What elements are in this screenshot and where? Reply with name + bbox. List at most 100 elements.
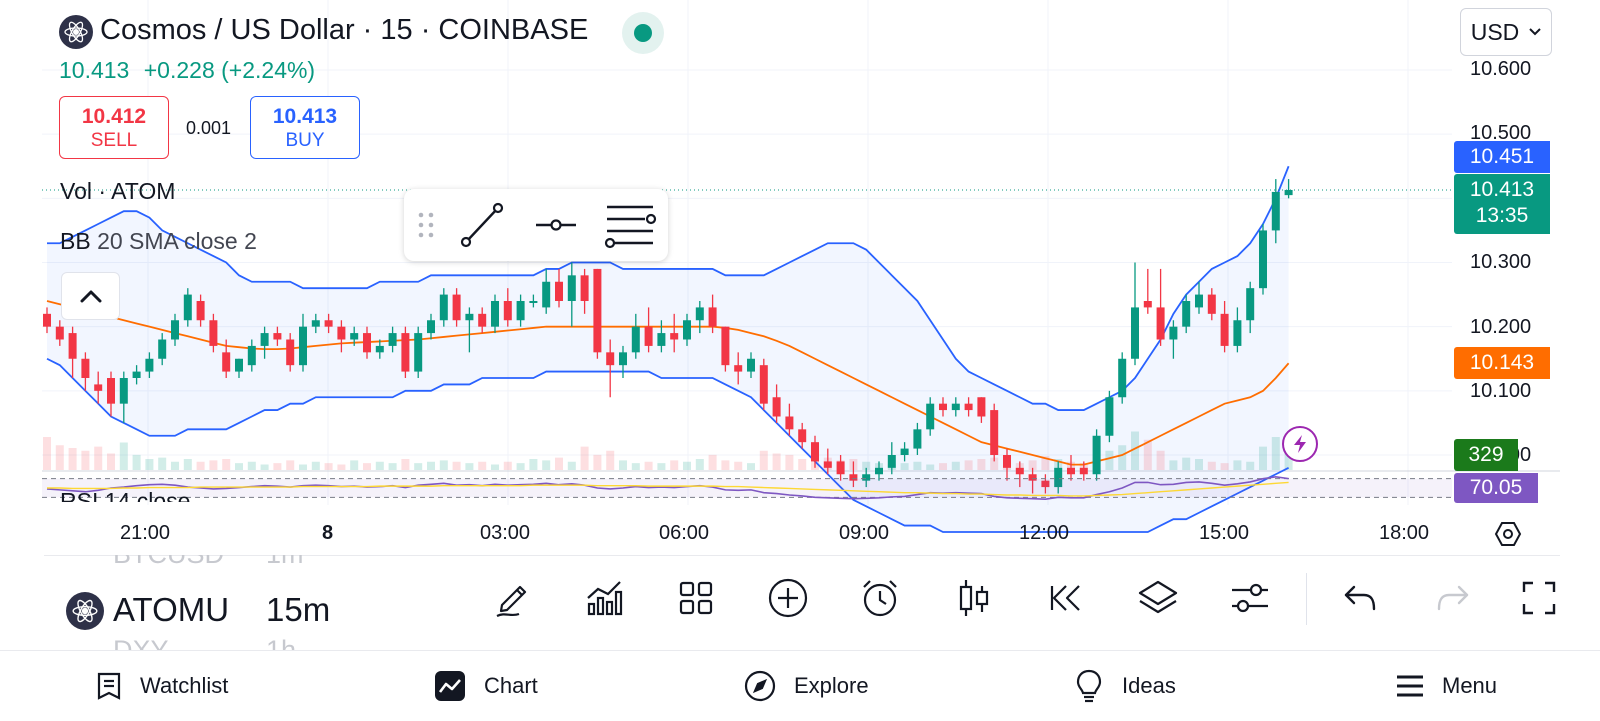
- prev-symbol: BTCUSD: [113, 555, 224, 570]
- nav-chart[interactable]: Chart: [434, 651, 538, 721]
- candle-body: [926, 403, 935, 430]
- currency-select[interactable]: USD: [1460, 8, 1552, 56]
- candlestick-chart-icon[interactable]: [951, 575, 997, 621]
- volume-bar: [465, 463, 474, 470]
- nav-watchlist-label: Watchlist: [140, 673, 229, 698]
- candle-body: [439, 294, 448, 321]
- volume-bar: [1246, 461, 1255, 470]
- bb-legend-name: BB: [60, 228, 91, 254]
- nav-watchlist[interactable]: Watchlist: [96, 651, 228, 721]
- volume-bar: [555, 457, 563, 470]
- volume-bar: [683, 461, 691, 470]
- price-axis-label: 10.100: [1470, 380, 1532, 402]
- chart-settings-icon[interactable]: [1492, 520, 1524, 548]
- time-axis-label: 8: [322, 522, 334, 544]
- candle-body: [1271, 191, 1280, 231]
- volume-bar: [747, 463, 755, 470]
- collapse-legend-button[interactable]: [61, 272, 120, 320]
- time-axis-label: 21:00: [120, 522, 171, 544]
- price-chart[interactable]: [0, 0, 1600, 560]
- layers-icon[interactable]: [1135, 575, 1181, 621]
- volume-legend[interactable]: Vol · ATOM: [60, 178, 176, 204]
- nav-ideas[interactable]: Ideas: [1074, 651, 1176, 721]
- volume-bar: [427, 461, 435, 470]
- candle-body: [311, 320, 320, 327]
- volume-bar: [94, 446, 103, 470]
- trend-line-tool-icon[interactable]: [456, 199, 508, 251]
- candle-body: [708, 307, 717, 327]
- candle-body: [145, 358, 154, 372]
- candle-body: [247, 345, 256, 366]
- symbol-title[interactable]: Cosmos / US Dollar · 15 · COINBASE: [100, 14, 589, 46]
- drag-handle-icon[interactable]: [414, 203, 438, 247]
- time-axis-label: 12:00: [1019, 522, 1070, 544]
- candle-body: [1220, 313, 1229, 346]
- layout-grid-icon[interactable]: [673, 575, 719, 621]
- chart-nav-icon: [435, 671, 465, 701]
- time-axis-label: 03:00: [480, 522, 531, 544]
- fullscreen-icon[interactable]: [1518, 575, 1560, 621]
- replay-rewind-icon[interactable]: [1043, 575, 1089, 621]
- volume-tag: 329: [1454, 439, 1518, 471]
- settings-sliders-icon[interactable]: [1227, 575, 1273, 621]
- price-change: +0.228 (+2.24%): [143, 57, 316, 83]
- candle-body: [657, 333, 666, 346]
- volume-bar: [926, 464, 935, 470]
- candle-body: [81, 358, 90, 378]
- candle-body: [94, 384, 103, 391]
- last-price-tag-value: 10.413: [1469, 178, 1535, 201]
- candle-body: [299, 326, 307, 366]
- volume-bar: [939, 463, 947, 470]
- nav-menu[interactable]: Menu: [1396, 651, 1497, 721]
- time-axis-label: 06:00: [659, 522, 710, 544]
- prev-interval: 1m: [266, 555, 304, 570]
- undo-icon[interactable]: [1337, 575, 1383, 621]
- buy-price: 10.413: [272, 105, 338, 128]
- price-summary: 10.413 +0.228 (+2.24%): [59, 57, 315, 84]
- time-axis-label: 09:00: [839, 522, 890, 544]
- volume-bar: [951, 461, 960, 470]
- horizontal-ray-tool-icon[interactable]: [530, 199, 582, 251]
- candle-body: [503, 301, 512, 321]
- hamburger-menu-icon: [1397, 675, 1423, 697]
- current-interval[interactable]: 15m: [266, 591, 331, 628]
- candle-body: [567, 275, 576, 301]
- indicators-icon[interactable]: [581, 575, 627, 621]
- volume-bar: [1207, 461, 1216, 470]
- candle-body: [644, 326, 653, 346]
- volume-bar: [401, 459, 410, 470]
- volume-bar: [1259, 446, 1267, 470]
- rsi-legend[interactable]: RSI 14 close: [60, 488, 191, 502]
- symbol-picker[interactable]: BTCUSD 1m ATOMU 15m DXY 1h: [0, 555, 360, 650]
- candle-body: [260, 333, 269, 346]
- pencil-icon[interactable]: [490, 575, 536, 621]
- candle-body: [606, 352, 615, 366]
- candle-body: [811, 442, 819, 462]
- candle-body: [695, 307, 704, 321]
- fib-retracement-tool-icon[interactable]: [602, 199, 658, 251]
- candle-body: [747, 358, 755, 372]
- currency-value: USD: [1470, 18, 1520, 45]
- market-open-status-icon[interactable]: [622, 12, 664, 54]
- add-plus-icon[interactable]: [765, 575, 811, 621]
- sell-button[interactable]: 10.412 SELL: [59, 96, 169, 159]
- candle-body: [1259, 230, 1267, 289]
- volume-bar: [1271, 437, 1280, 470]
- alarm-clock-icon[interactable]: [857, 575, 903, 621]
- candle-body: [836, 461, 845, 475]
- volume-bar: [414, 463, 423, 470]
- volume-bar: [158, 457, 167, 470]
- redo-icon[interactable]: [1430, 575, 1476, 621]
- candle-body: [1079, 467, 1088, 475]
- volume-bar: [1105, 450, 1114, 470]
- lightning-icon[interactable]: [1282, 426, 1318, 462]
- volume-bar: [580, 446, 589, 470]
- candle-body: [593, 268, 602, 353]
- candle-body: [273, 333, 282, 340]
- chevron-down-icon: [1529, 28, 1541, 36]
- next-symbol: DXY: [113, 635, 169, 650]
- candle-body: [350, 333, 359, 340]
- buy-button[interactable]: 10.413 BUY: [250, 96, 360, 159]
- nav-explore[interactable]: Explore: [744, 651, 869, 721]
- bb-legend[interactable]: BB 20 SMA close 2: [60, 228, 257, 255]
